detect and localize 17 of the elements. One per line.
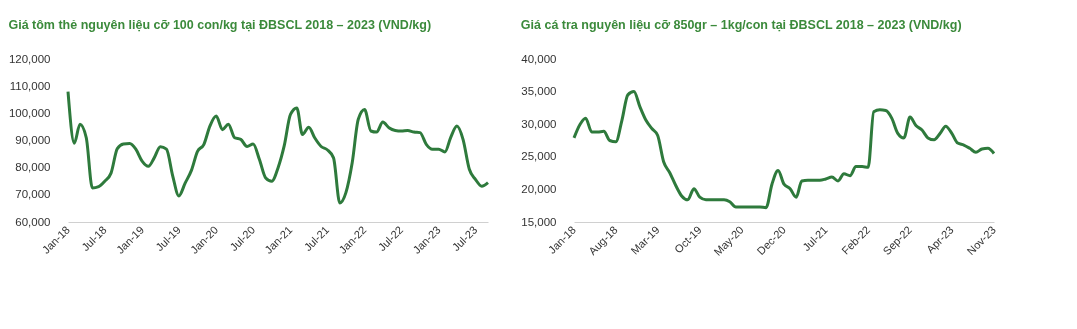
y-tick-label: 30,000 — [521, 117, 557, 130]
y-tick-label: 110,000 — [9, 79, 51, 92]
chart-title: Giá tôm thẻ nguyên liệu cỡ 100 con/kg tại ĐBSCL 2018 – 2023 (VND/kg) — [8, 17, 432, 32]
y-tick-label: 35,000 — [521, 85, 557, 98]
y-tick-label: 25,000 — [521, 150, 557, 163]
y-tick-label: 100,000 — [8, 106, 51, 119]
y-tick-label: 70,000 — [15, 188, 51, 201]
y-tick-label: 40,000 — [521, 52, 557, 65]
y-tick-label: 90,000 — [15, 134, 51, 146]
y-tick-label: 15,000 — [521, 215, 557, 228]
chart-title: Giá cá tra nguyên liệu cỡ 850gr – 1kg/con tại ĐBSCL 2018 – 2023 (VND/kg) — [520, 17, 962, 32]
y-tick-label: 20,000 — [521, 182, 557, 195]
y-tick-label: 60,000 — [15, 215, 51, 228]
y-tick-label: 120,000 — [8, 52, 51, 65]
y-tick-label: 80,000 — [15, 161, 51, 174]
line-series — [572, 90, 996, 210]
line-series — [66, 90, 490, 205]
